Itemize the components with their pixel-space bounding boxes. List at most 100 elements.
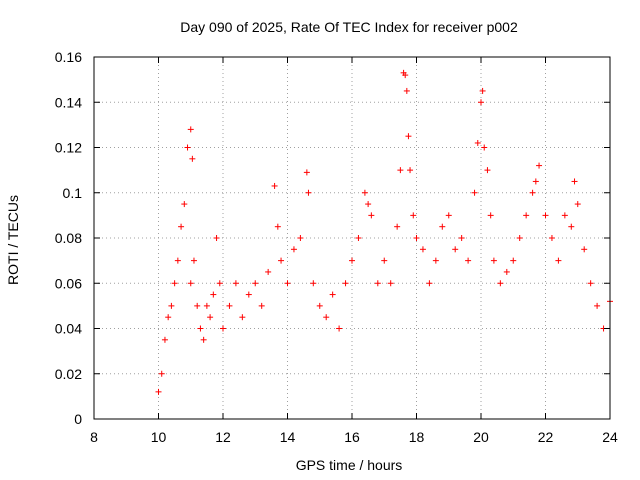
data-point <box>284 280 291 287</box>
data-point <box>220 325 226 332</box>
x-axis-ticks: 8 10 12 14 16 18 20 22 24 <box>90 57 618 445</box>
data-point <box>594 302 601 309</box>
data-point <box>161 336 168 343</box>
data-point <box>532 178 539 185</box>
data-point <box>305 189 312 196</box>
y-tick-label: 0.08 <box>55 230 82 246</box>
data-point <box>474 139 481 146</box>
data-point <box>158 370 165 377</box>
data-point <box>239 314 246 321</box>
data-point <box>190 257 197 264</box>
data-point <box>245 291 252 298</box>
data-point <box>432 257 439 264</box>
data-point <box>405 133 412 140</box>
data-point <box>171 280 178 287</box>
data-point <box>581 246 588 253</box>
data-point <box>207 314 214 321</box>
data-point <box>323 314 330 321</box>
data-point <box>413 235 420 241</box>
data-point <box>403 87 410 94</box>
data-point <box>571 178 578 185</box>
data-point <box>529 189 536 196</box>
data-point <box>336 325 343 332</box>
data-point <box>290 246 297 253</box>
data-point <box>316 302 323 309</box>
data-point <box>342 280 349 287</box>
data-point <box>587 280 594 287</box>
data-point <box>426 280 433 287</box>
data-point <box>329 291 336 298</box>
y-tick-label: 0.04 <box>55 321 82 337</box>
y-tick-label: 0.12 <box>55 140 82 156</box>
data-point <box>194 302 201 309</box>
data-point <box>516 235 523 241</box>
data-point <box>439 223 446 230</box>
data-point <box>397 167 404 174</box>
data-point <box>297 235 304 241</box>
data-point <box>174 257 181 264</box>
data-point <box>252 280 259 287</box>
data-point <box>258 302 265 309</box>
data-point <box>381 257 388 264</box>
data-point <box>178 223 185 230</box>
data-point <box>487 212 494 219</box>
x-tick-label: 22 <box>538 429 554 445</box>
y-axis-label: ROTI / TECUs <box>5 195 21 285</box>
x-tick-label: 10 <box>151 429 167 445</box>
data-point <box>187 126 194 133</box>
data-point <box>387 280 394 287</box>
data-point <box>465 257 472 264</box>
data-point <box>187 280 194 287</box>
chart-title: Day 090 of 2025, Rate Of TEC Index for r… <box>180 19 518 35</box>
data-points <box>155 69 613 395</box>
data-point <box>355 235 362 241</box>
data-point <box>303 169 310 176</box>
data-point <box>203 302 210 309</box>
data-point <box>168 302 175 309</box>
data-point <box>484 167 491 174</box>
data-point <box>365 201 372 208</box>
data-point <box>510 257 517 264</box>
data-point <box>265 268 272 275</box>
data-point <box>394 223 401 230</box>
data-point <box>349 257 355 264</box>
data-point <box>574 201 581 208</box>
y-tick-label: 0.1 <box>63 185 83 201</box>
x-tick-label: 8 <box>90 429 98 445</box>
data-point <box>452 246 459 253</box>
data-point <box>478 99 484 106</box>
data-point <box>481 144 488 151</box>
data-point <box>361 189 368 196</box>
data-point <box>458 235 465 241</box>
data-point <box>471 189 478 196</box>
data-point <box>310 280 317 287</box>
data-point <box>197 325 204 332</box>
y-tick-label: 0.06 <box>55 275 82 291</box>
data-point <box>278 257 285 264</box>
y-tick-label: 0.14 <box>55 94 82 110</box>
data-point <box>374 280 381 287</box>
data-point <box>407 167 414 174</box>
data-point <box>523 212 530 219</box>
y-tick-label: 0 <box>74 411 82 427</box>
data-point <box>216 280 223 287</box>
data-point <box>419 246 426 253</box>
data-point <box>200 336 207 343</box>
x-tick-label: 14 <box>280 429 296 445</box>
data-point <box>226 302 233 309</box>
x-tick-label: 12 <box>215 429 231 445</box>
data-point <box>184 144 191 151</box>
data-point <box>210 291 217 298</box>
data-point <box>490 257 497 264</box>
data-point <box>561 212 568 219</box>
data-point <box>542 212 549 219</box>
data-point <box>274 223 281 230</box>
data-point <box>555 257 562 264</box>
data-point <box>479 87 486 94</box>
x-tick-label: 24 <box>602 429 618 445</box>
data-point <box>402 72 409 79</box>
data-point <box>497 280 504 287</box>
x-tick-label: 16 <box>344 429 360 445</box>
x-tick-label: 20 <box>473 429 489 445</box>
